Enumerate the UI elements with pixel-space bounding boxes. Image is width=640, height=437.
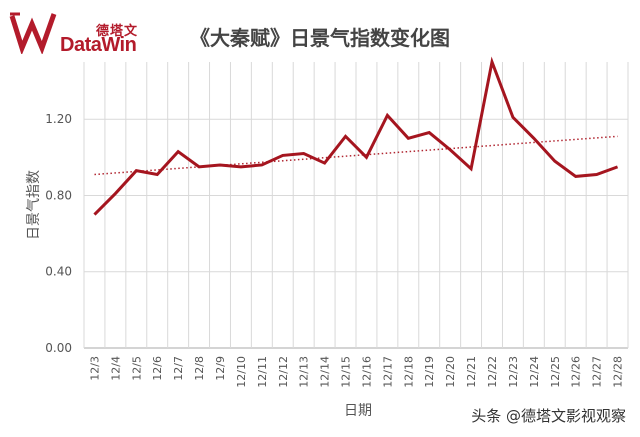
series-line [93,56,619,216]
x-tick-label: 12/3 [88,356,101,381]
y-tick-label: 0.00 [45,341,72,355]
x-tick-label: 12/22 [486,356,499,388]
x-tick-label: 12/20 [444,356,457,388]
x-tick-label: 12/18 [402,356,415,388]
watermark: 头条 @德塔文影视观察 [471,407,626,425]
x-tick-label: 12/13 [298,356,311,388]
x-tick-label: 12/25 [549,356,562,388]
logo-english-text: DataWin [60,34,137,56]
x-tick-label: 12/9 [214,356,227,381]
y-tick-label: 1.20 [45,112,72,126]
x-tick-label: 12/12 [277,356,290,388]
y-tick-label: 0.80 [45,188,72,202]
x-tick-label: 12/4 [109,356,122,381]
x-tick-label: 12/5 [130,356,143,381]
x-tick-label: 12/16 [360,356,373,388]
x-tick-label: 12/6 [151,356,164,381]
x-tick-label: 12/21 [465,356,478,388]
y-tick-label: 0.40 [45,265,72,279]
x-tick-label: 12/8 [193,356,206,381]
x-tick-label: 12/7 [172,356,185,381]
logo-chinese-text: 德塔文 [96,24,139,39]
x-tick-label: 12/24 [528,356,541,388]
datawin-logo-mark-icon [9,12,57,54]
x-tick-label: 12/17 [381,356,394,388]
x-tick-label: 12/27 [591,356,604,388]
x-tick-label: 12/10 [235,356,248,388]
x-tick-label: 12/23 [507,356,520,388]
x-tick-label: 12/15 [340,356,353,388]
x-tick-label: 12/26 [570,356,583,388]
trendline [94,135,618,176]
chart-title: 《大秦赋》日景气指数变化图 [190,26,450,50]
datawin-logo: 德塔文 DataWin [8,10,148,56]
x-tick-label: 12/19 [423,356,436,388]
x-axis-label: 日期 [344,403,372,419]
x-tick-label: 12/11 [256,356,269,388]
x-tick-label: 12/14 [319,356,332,388]
x-tick-label: 12/28 [612,356,625,388]
